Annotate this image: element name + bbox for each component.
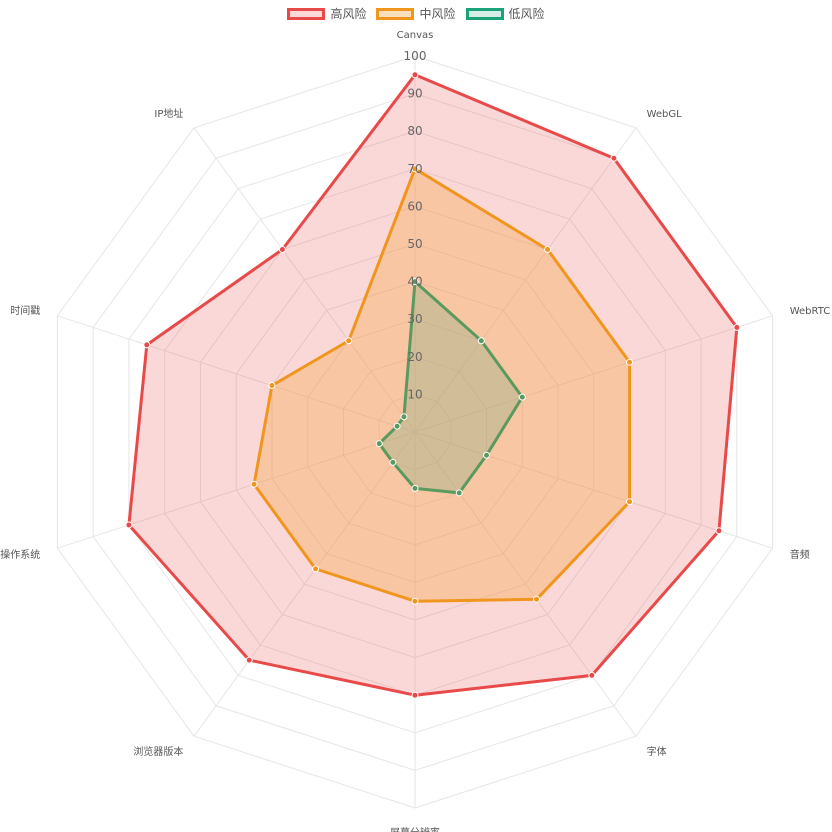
category-label-1: WebGL <box>647 109 683 120</box>
series-2-point-8[interactable] <box>393 422 401 430</box>
legend-item-medium-risk[interactable]: 中风险 <box>376 5 456 22</box>
series-2-point-7[interactable] <box>375 440 383 448</box>
spoke-6 <box>193 431 416 737</box>
series-2-point-4[interactable] <box>455 489 463 497</box>
spoke-1 <box>414 127 637 433</box>
series-2-point-2[interactable] <box>518 393 526 401</box>
tick-label-50: 50 <box>407 237 422 251</box>
tick-label-70: 70 <box>407 162 422 176</box>
category-label-2: WebRTC <box>790 306 831 317</box>
series-2-point-3[interactable] <box>483 451 491 459</box>
series-2 <box>375 278 526 497</box>
radial-ticks: 10 20 30 40 50 60 70 80 90 100 <box>404 49 427 401</box>
series-2-point-5[interactable] <box>411 484 419 492</box>
legend-item-high-risk[interactable]: 高风险 <box>287 5 366 22</box>
series-1-point-8[interactable] <box>268 382 276 390</box>
category-label-4: 字体 <box>647 745 667 758</box>
spoke-4 <box>414 431 637 737</box>
legend-label-high-risk: 高风险 <box>330 7 367 21</box>
series-0-point-5[interactable] <box>411 691 419 699</box>
spoke-2 <box>414 315 773 433</box>
series-1 <box>250 165 634 605</box>
tick-label-100: 100 <box>404 49 427 63</box>
spoke-9 <box>193 127 416 433</box>
spoke-3 <box>414 431 773 549</box>
series-1-point-9[interactable] <box>345 337 353 345</box>
legend-label-low-risk: 低风险 <box>508 7 545 21</box>
tick-label-20: 20 <box>407 350 422 364</box>
legend-swatch-low-risk <box>465 7 504 20</box>
legend-label-medium-risk: 中风险 <box>419 7 456 21</box>
series-0-point-8[interactable] <box>143 341 151 349</box>
category-label-8: 时间戳 <box>10 304 40 317</box>
tick-label-80: 80 <box>407 124 422 138</box>
legend: 高风险 中风险 低风险 <box>0 5 832 22</box>
tick-label-30: 30 <box>407 312 422 326</box>
tick-label-90: 90 <box>407 87 422 101</box>
category-label-6: 浏览器版本 <box>133 745 183 758</box>
series-2-point-0[interactable] <box>411 278 419 286</box>
legend-swatch-high-risk <box>287 7 326 20</box>
series-0-point-9[interactable] <box>278 245 286 253</box>
series-0-point-2[interactable] <box>733 323 741 331</box>
series-1-point-4[interactable] <box>533 595 541 603</box>
series-2-point-1[interactable] <box>477 337 485 345</box>
legend-swatch-medium-risk <box>376 7 415 20</box>
series-0-point-6[interactable] <box>245 656 253 664</box>
series-0-point-4[interactable] <box>588 671 596 679</box>
grid <box>56 55 774 809</box>
series-2-point-9[interactable] <box>400 413 408 421</box>
series-0-point-3[interactable] <box>715 527 723 535</box>
tick-label-60: 60 <box>407 199 422 213</box>
series-1-point-5[interactable] <box>411 597 419 605</box>
series-1-point-2[interactable] <box>626 358 634 366</box>
category-label-5: 屏幕分辨率 <box>390 826 440 832</box>
category-label-9: IP地址 <box>154 107 183 120</box>
series-0-point-7[interactable] <box>125 521 133 529</box>
series-1-point-1[interactable] <box>544 245 552 253</box>
series-1-point-3[interactable] <box>626 498 634 506</box>
tick-label-10: 10 <box>407 387 422 401</box>
category-label-3: 音频 <box>790 548 810 561</box>
tick-label-40: 40 <box>407 275 422 289</box>
series-2-point-6[interactable] <box>389 458 397 466</box>
series-1-point-6[interactable] <box>312 565 320 573</box>
series-0-point-0[interactable] <box>411 71 419 79</box>
legend-item-low-risk[interactable]: 低风险 <box>465 5 545 22</box>
series-1-point-0[interactable] <box>411 165 419 173</box>
series-0-point-1[interactable] <box>610 154 618 162</box>
category-label-0: Canvas <box>397 30 434 41</box>
series-1-point-7[interactable] <box>250 480 258 488</box>
spoke-8 <box>57 315 416 433</box>
series-layer <box>125 71 741 699</box>
series-0 <box>125 71 741 699</box>
category-labels: Canvas WebGL WebRTC 音频字体屏幕分辨率 浏览器版本 操作系统 时间戳 IP… <box>0 30 830 832</box>
spoke-7 <box>57 431 416 549</box>
category-label-7: 操作系统 <box>0 548 40 561</box>
